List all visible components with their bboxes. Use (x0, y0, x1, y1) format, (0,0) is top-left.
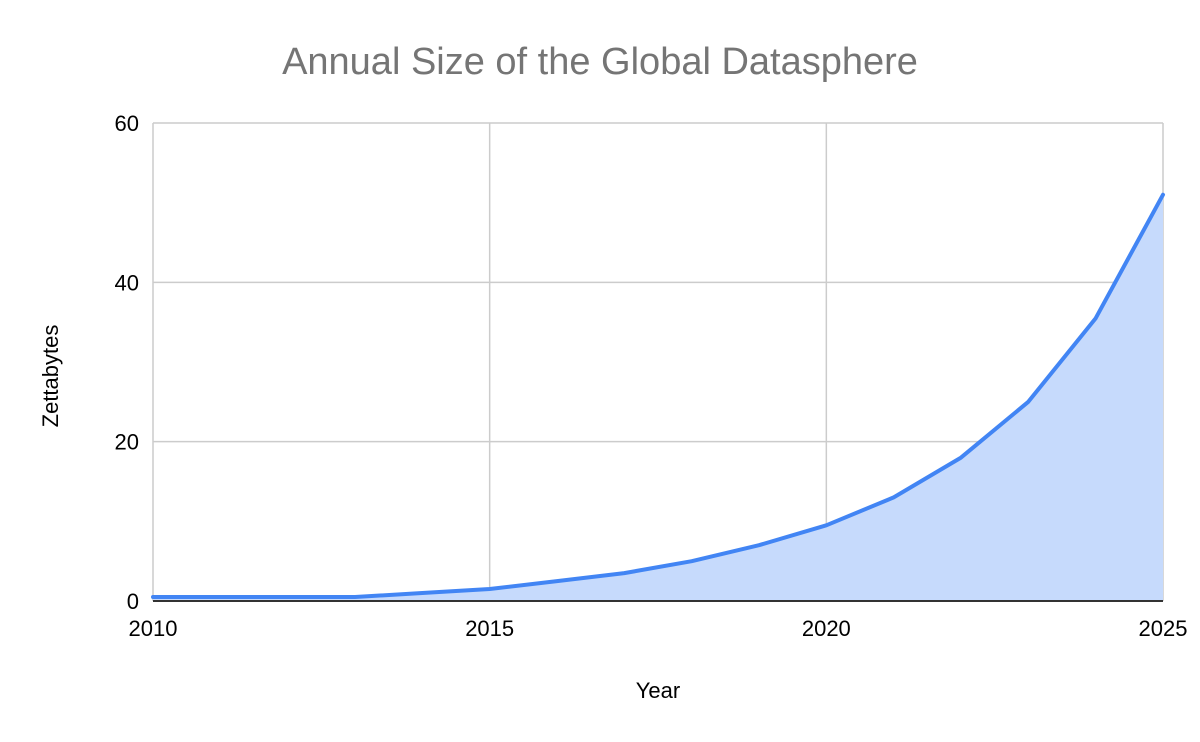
y-tick-label: 40 (115, 270, 139, 295)
x-tick-label: 2010 (129, 616, 178, 641)
y-tick-label: 0 (127, 589, 139, 614)
chart-title: Annual Size of the Global Datasphere (282, 41, 918, 83)
y-axis-title: Zettabytes (38, 325, 63, 428)
plot-area (151, 192, 1165, 601)
series-area (153, 194, 1163, 601)
x-tick-label: 2020 (802, 616, 851, 641)
series-line (151, 192, 1165, 599)
x-tick-label: 2025 (1139, 616, 1188, 641)
tick-labels: 0 20 40 60 2010 2015 2020 2025 (115, 111, 1188, 641)
y-tick-label: 20 (115, 430, 139, 455)
y-tick-label: 60 (115, 111, 139, 136)
x-axis-title: Year (636, 678, 680, 703)
x-tick-label: 2015 (465, 616, 514, 641)
